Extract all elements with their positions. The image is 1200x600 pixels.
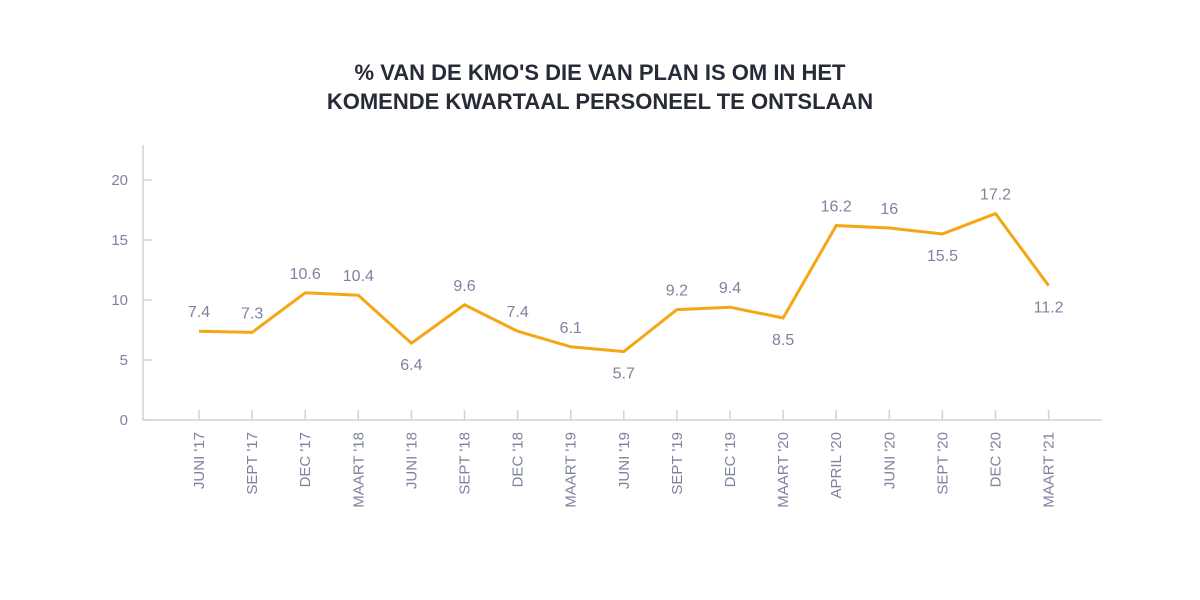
data-label: 17.2 (980, 187, 1011, 204)
data-label: 9.4 (719, 280, 741, 297)
y-tick-label: 5 (120, 352, 128, 369)
x-tick-label: DEC '20 (988, 432, 1005, 487)
chart-title-line-1: % VAN DE KMO'S DIE VAN PLAN IS OM IN HET (354, 60, 846, 85)
x-tick-label: DEC '19 (722, 432, 739, 487)
x-tick-label: SEPT '20 (934, 432, 951, 495)
x-tick-label: JUNI '17 (191, 432, 208, 489)
x-tick-label: DEC '17 (297, 432, 314, 487)
x-tick-label: DEC '18 (510, 432, 527, 487)
x-tick-label: SEPT '19 (669, 432, 686, 495)
series-line (198, 211, 1050, 354)
data-label: 7.3 (241, 305, 263, 322)
data-label: 5.7 (613, 366, 635, 383)
x-tick-label: MAART '19 (563, 432, 580, 508)
x-tick-label: SEPT '17 (244, 432, 261, 495)
chart-title-line-2: KOMENDE KWARTAAL PERSONEEL TE ONTSLAAN (326, 89, 874, 114)
x-tick-label: MAART '21 (1041, 432, 1058, 508)
data-label: 10.6 (290, 266, 321, 283)
data-label: 10.4 (343, 268, 374, 285)
data-label: 15.5 (927, 248, 958, 265)
x-tick-label: SEPT '18 (457, 432, 474, 495)
data-label: 8.5 (772, 332, 794, 349)
x-tick-label: JUNI '20 (881, 432, 898, 489)
x-tick-label: APRIL '20 (828, 432, 845, 499)
data-label: 9.2 (666, 283, 688, 300)
data-label: 6.4 (400, 357, 422, 374)
data-label: 16 (880, 201, 898, 218)
y-tick-label: 20 (111, 172, 128, 189)
data-label: 9.6 (453, 278, 475, 295)
data-label: 7.4 (188, 304, 210, 321)
data-label: 7.4 (506, 304, 528, 321)
x-tick-label: JUNI '18 (403, 432, 420, 489)
data-label: 16.2 (821, 199, 852, 216)
y-tick-label: 15 (111, 232, 128, 249)
data-label: 11.2 (1034, 300, 1064, 317)
y-tick-label: 0 (120, 412, 128, 429)
x-tick-label: MAART '18 (350, 432, 367, 508)
x-tick-label: JUNI '19 (616, 432, 633, 489)
data-label: 6.1 (560, 320, 582, 337)
chart-title: % VAN DE KMO'S DIE VAN PLAN IS OM IN HET… (0, 58, 1200, 116)
x-tick-label: MAART '20 (775, 432, 792, 508)
y-tick-label: 10 (111, 292, 128, 309)
